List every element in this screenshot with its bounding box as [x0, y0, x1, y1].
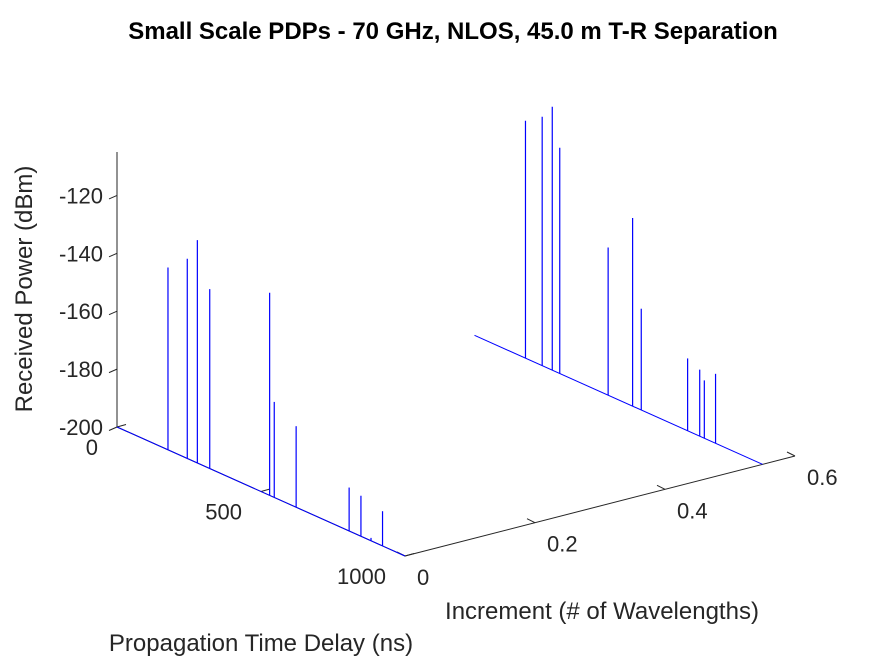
- z-ticks: -200 -180 -160 -140 -120: [59, 183, 118, 440]
- x-axis-label: Increment (# of Wavelengths): [445, 598, 759, 625]
- delay-tick-label: 500: [205, 500, 242, 525]
- axes-frame: [116, 152, 796, 557]
- y-axis-label: Propagation Time Delay (ns): [109, 630, 413, 656]
- z-tick-label: -160: [59, 299, 103, 324]
- delay-tick-label: 1000: [337, 564, 386, 589]
- z-tick-mark: [108, 252, 118, 258]
- plot-area: [116, 106, 763, 557]
- chart-title: Small Scale PDPs - 70 GHz, NLOS, 45.0 m …: [128, 18, 778, 45]
- z-tick-label: -200: [59, 415, 103, 440]
- increment-axis-line: [404, 455, 796, 557]
- z-axis-label: Received Power (dBm): [11, 166, 38, 413]
- pdp-series: [474, 106, 763, 465]
- pdp-baseline: [474, 334, 763, 465]
- z-tick-label: -180: [59, 357, 103, 382]
- delay-ticks: 0 500 1000: [86, 424, 415, 589]
- increment-tick-label: 0.4: [677, 498, 708, 523]
- z-tick-mark: [108, 194, 118, 200]
- increment-tick-mark: [526, 518, 536, 524]
- delay-tick-mark: [116, 424, 127, 428]
- z-tick-mark: [108, 310, 118, 316]
- increment-tick-label: 0.6: [807, 465, 838, 490]
- pdp-baseline: [116, 426, 406, 557]
- increment-tick-mark: [656, 484, 666, 490]
- increment-ticks: 0 0.2 0.4 0.6: [396, 451, 838, 590]
- z-tick-mark: [108, 368, 118, 374]
- increment-tick-mark: [786, 451, 796, 457]
- delay-tick-mark: [260, 488, 271, 492]
- delay-tick-mark: [404, 553, 415, 557]
- delay-tick-label: 0: [86, 435, 98, 460]
- increment-tick-label: 0.2: [547, 532, 578, 557]
- z-tick-mark: [108, 426, 118, 431]
- pdp-series: [116, 240, 406, 557]
- z-tick-label: -120: [59, 183, 103, 208]
- z-tick-label: -140: [59, 241, 103, 266]
- increment-tick-label: 0: [417, 565, 429, 590]
